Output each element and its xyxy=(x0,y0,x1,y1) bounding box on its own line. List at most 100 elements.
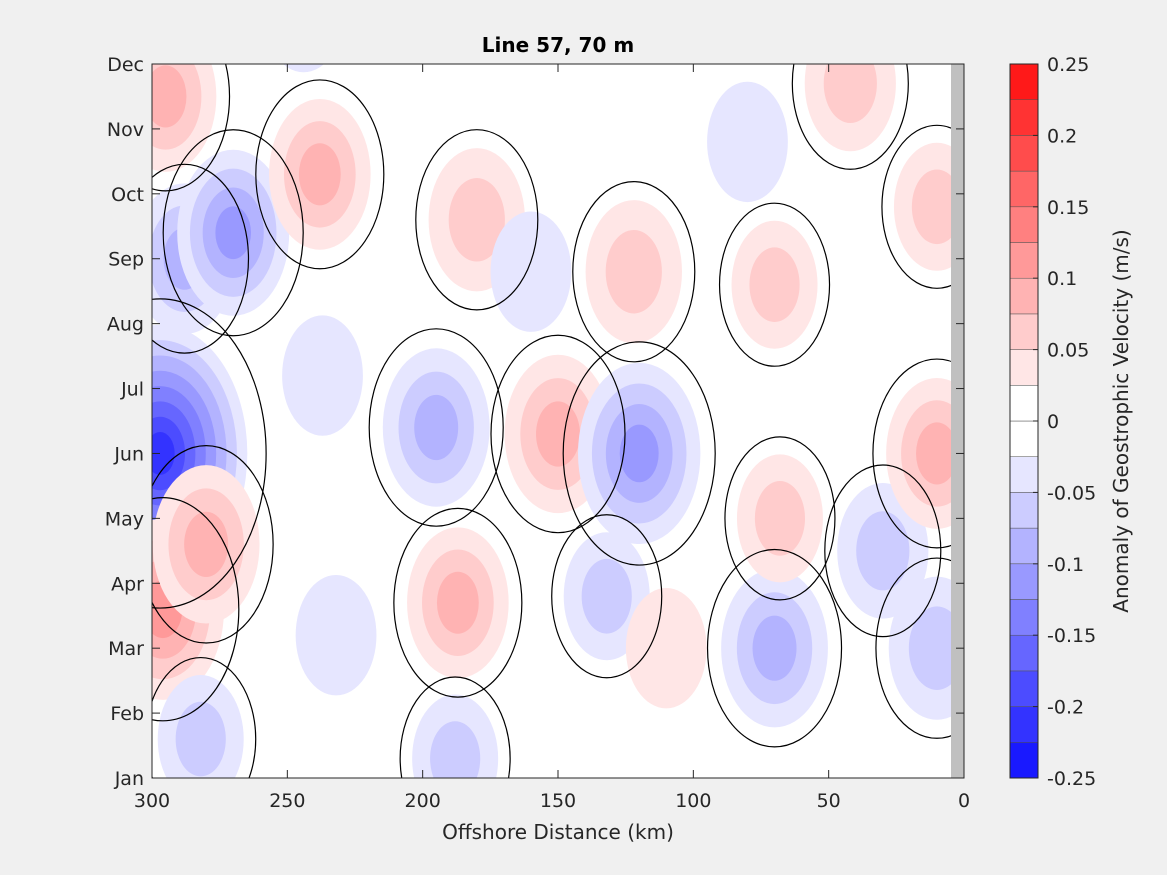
colorbar-tick-label: -0.05 xyxy=(1047,482,1096,504)
zero-contour xyxy=(718,202,831,367)
contour-fill-level xyxy=(436,571,479,634)
contour-fill-level xyxy=(283,64,324,73)
colorbar-label: Anomaly of Geostrophic Velocity (m/s) xyxy=(1109,229,1133,612)
chart-title: Line 57, 70 m xyxy=(482,33,634,57)
anomaly-feature xyxy=(585,200,682,344)
zero-contour xyxy=(152,298,267,609)
anomaly-feature xyxy=(382,348,490,507)
zero-contour xyxy=(551,514,663,679)
colorbar-band xyxy=(1009,206,1039,243)
anomaly-feature xyxy=(736,454,823,583)
contour-fill-level xyxy=(282,315,363,436)
anomaly-feature xyxy=(888,576,964,720)
anomaly-feature xyxy=(731,220,818,349)
anomaly-feature xyxy=(804,64,896,152)
colorbar-band xyxy=(1009,634,1039,672)
contour-fill-level xyxy=(619,424,659,483)
zero-contour xyxy=(162,129,304,337)
colorbar-ticks: 0.25 0.2 0.15 0.1 0.05 0 -0.05 -0.1 -0.15 -0.2 -0.… xyxy=(1033,54,1096,790)
anomaly-feature xyxy=(157,675,244,778)
contour-fill-level xyxy=(581,558,632,634)
contour-fill-level xyxy=(625,587,707,709)
anomaly-feature xyxy=(578,362,701,545)
colorbar-band xyxy=(1009,170,1039,208)
x-tick-label: 0 xyxy=(958,790,970,812)
anomaly-feature xyxy=(893,142,964,271)
anomaly-feature xyxy=(283,64,324,73)
colorbar-tick-label: 0.1 xyxy=(1047,268,1077,290)
colorbar-band xyxy=(1009,135,1039,172)
zero-contour xyxy=(152,64,231,192)
x-tick-label: 200 xyxy=(405,790,441,812)
x-tick-label: 150 xyxy=(540,790,576,812)
contour-fill-level xyxy=(152,65,187,128)
colorbar-tick-label: 0.2 xyxy=(1047,125,1077,147)
zero-contour xyxy=(490,334,626,534)
y-tick-label: Jun xyxy=(113,443,144,465)
anomaly-feature xyxy=(412,694,499,778)
colorbar-band xyxy=(1009,492,1039,529)
contour-fill-level xyxy=(490,211,572,332)
contour-fill-level xyxy=(908,606,964,690)
contour-fill-level xyxy=(298,143,341,206)
contour-fill-level xyxy=(707,81,788,203)
y-tick-label: Aug xyxy=(107,314,144,336)
zero-contour xyxy=(881,124,964,289)
y-tick-label: Oct xyxy=(111,184,144,206)
colorbar-tick-label: -0.2 xyxy=(1047,697,1084,719)
anomaly-feature xyxy=(295,575,377,696)
contour-fill-level xyxy=(414,394,459,461)
y-tick-label: Dec xyxy=(107,54,144,76)
y-tick-label: Mar xyxy=(108,638,144,660)
contour-fill-level xyxy=(911,169,963,245)
zero-contour xyxy=(562,341,716,566)
colorbar-band xyxy=(1009,385,1039,422)
zero-contour xyxy=(706,548,843,748)
zero-contour xyxy=(791,64,909,170)
colorbar-band xyxy=(1009,706,1039,743)
anomaly-field xyxy=(152,64,964,778)
zero-contour xyxy=(572,181,696,363)
x-axis: 300 250 200 150 100 50 0 xyxy=(134,64,970,812)
colorbar-band xyxy=(1009,742,1039,779)
zero-contour xyxy=(152,497,240,722)
land-mask xyxy=(951,64,964,778)
y-tick-label: Nov xyxy=(107,119,144,141)
colorbar-tick-label: 0 xyxy=(1047,411,1059,433)
y-tick-label: Apr xyxy=(111,573,144,595)
contour-fill-level xyxy=(856,511,910,591)
zero-contour xyxy=(152,445,274,644)
anomaly-feature xyxy=(282,315,363,436)
contour-fill-level xyxy=(295,575,377,696)
zero-contour xyxy=(368,328,504,527)
anomaly-feature xyxy=(407,527,509,679)
colorbar-band xyxy=(1009,63,1039,100)
zero-contour xyxy=(824,464,942,638)
zero-contour xyxy=(875,557,964,739)
colorbar-band xyxy=(1009,242,1039,279)
anomaly-feature xyxy=(152,64,217,172)
colorbar-band xyxy=(1009,527,1039,565)
zero-contour xyxy=(255,79,385,270)
colorbar xyxy=(1009,63,1039,779)
zero-contour xyxy=(152,656,257,778)
colorbar-band xyxy=(1009,420,1039,457)
contour-fill-level xyxy=(916,422,958,485)
anomaly-feature xyxy=(721,568,828,728)
y-axis: Jan Feb Mar Apr May Jun Jul Aug Sep Oct Nov Dec xyxy=(105,54,964,790)
colorbar-tick-label: -0.15 xyxy=(1047,625,1096,647)
contour-fill-level xyxy=(754,481,806,556)
anomaly-feature xyxy=(152,465,260,624)
zero-contour xyxy=(152,163,250,354)
x-axis-label: Offshore Distance (km) xyxy=(442,820,674,844)
zero-contour xyxy=(724,436,836,601)
y-tick-label: Feb xyxy=(110,703,144,725)
colorbar-tick-label: 0.15 xyxy=(1047,197,1089,219)
colorbar-band xyxy=(1009,456,1039,493)
x-tick-label: 250 xyxy=(269,790,305,812)
zero-contour xyxy=(872,358,964,549)
contour-fill-level xyxy=(430,721,481,778)
y-tick-label: Sep xyxy=(108,249,144,271)
